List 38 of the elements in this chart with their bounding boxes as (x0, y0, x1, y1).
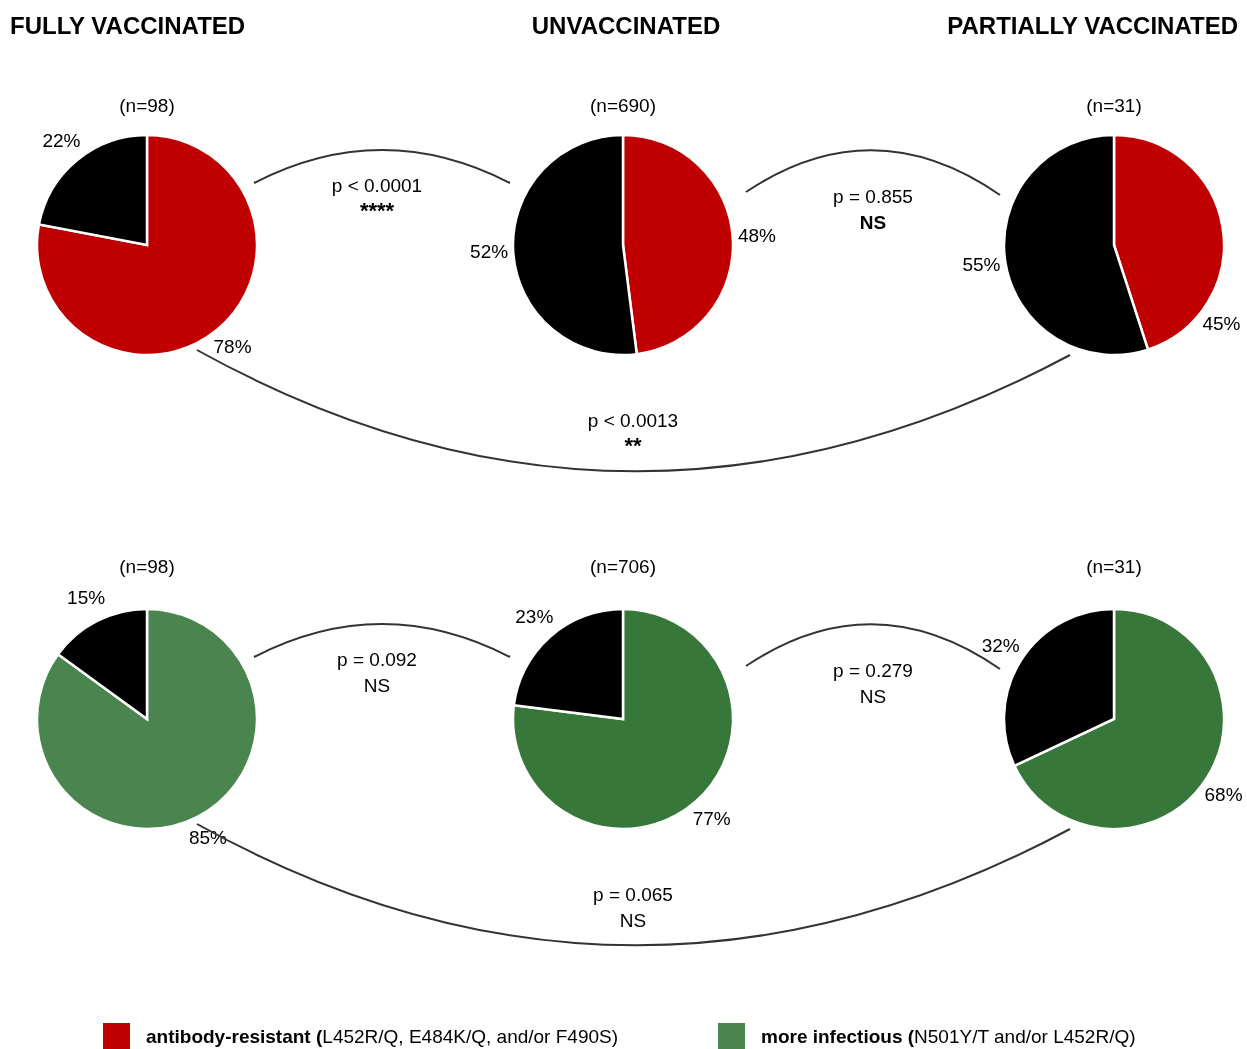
text: **** (359, 198, 395, 223)
data-label: 48% (737, 224, 777, 246)
text: p = 0.855 (833, 186, 913, 207)
text: NS (619, 910, 647, 931)
chart-subtitle: (n=98) (119, 95, 175, 116)
legend-label: more infectious (N501Y/T and/or L452R/Q) (761, 1026, 1136, 1047)
text: p < 0.0013 (587, 410, 679, 431)
data-label: 23% (515, 606, 554, 628)
text: p = 0.279 (833, 660, 913, 681)
data-label: 85% (188, 826, 228, 848)
data-label: 78% (213, 336, 252, 358)
data-label: 55% (962, 254, 1001, 276)
text: p = 0.065 (593, 884, 673, 905)
chart-title: UNVACCINATED (531, 12, 721, 39)
pie-slice (35, 607, 259, 831)
data-label: 15% (67, 587, 106, 609)
data-label: 45% (1202, 313, 1241, 335)
chart-subtitle: (n=31) (1086, 556, 1142, 577)
data-label: 77% (692, 807, 731, 829)
chart-subtitle: (n=706) (589, 556, 657, 577)
data-label: 22% (42, 129, 81, 151)
text: p < 0.0001 (331, 175, 423, 196)
legend-label: antibody-resistant (L452R/Q, E484K/Q, and/or F490S) (146, 1026, 619, 1047)
data-label: 68% (1204, 784, 1243, 806)
chart-title: FULLY VACCINATED (10, 12, 246, 39)
pie-slice (35, 133, 259, 357)
text: p = 0.092 (337, 649, 417, 670)
text: NS (859, 686, 887, 707)
chart-subtitle: (n=690) (589, 95, 657, 116)
text: NS (859, 212, 887, 233)
data-label: 32% (981, 635, 1020, 657)
text: NS (363, 675, 391, 696)
data-label: 52% (470, 241, 509, 263)
chart-subtitle: (n=31) (1086, 95, 1142, 116)
text: ** (624, 433, 642, 458)
chart-subtitle: (n=98) (119, 556, 175, 577)
pie-slice (511, 607, 735, 831)
chart-title: PARTIALLY VACCINATED (947, 12, 1238, 39)
